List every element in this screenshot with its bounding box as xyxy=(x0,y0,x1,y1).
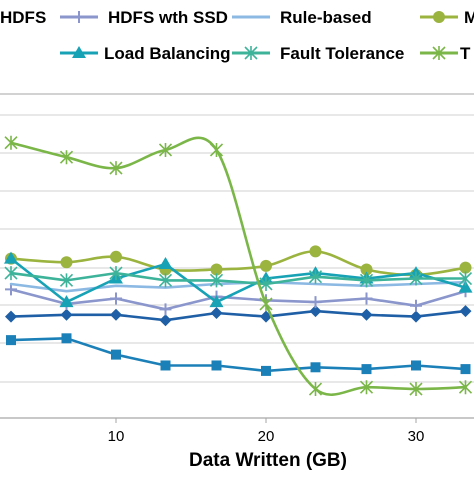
legend-item: M xyxy=(420,8,474,27)
data-point xyxy=(411,360,421,371)
data-point xyxy=(110,292,122,305)
data-point xyxy=(359,380,374,395)
data-point xyxy=(111,349,121,360)
legend-item: Rule-based xyxy=(232,8,372,27)
data-point xyxy=(5,310,17,323)
data-point xyxy=(361,364,372,375)
data-point xyxy=(109,161,123,176)
series-line xyxy=(9,288,467,311)
data-point xyxy=(309,296,322,309)
data-point xyxy=(59,273,74,288)
legend-swatch-marker xyxy=(72,46,86,58)
data-point xyxy=(360,292,373,305)
data-point xyxy=(410,299,422,312)
data-point xyxy=(309,305,322,318)
legend-label: HDFS wth SSD xyxy=(108,8,228,27)
data-point xyxy=(210,263,223,276)
data-point xyxy=(359,273,374,288)
data-point xyxy=(259,276,273,291)
series-line xyxy=(9,136,467,396)
data-point xyxy=(260,259,272,272)
data-point xyxy=(310,362,321,373)
series-6 xyxy=(6,333,471,376)
legend-item: HDFS xyxy=(0,8,46,27)
x-tick-label: 10 xyxy=(108,428,125,445)
series-line xyxy=(9,280,467,293)
data-point xyxy=(360,263,373,276)
legend-item: HDFS wth SSD xyxy=(60,8,228,27)
legend-swatch-marker xyxy=(244,46,258,60)
legend-swatch-marker xyxy=(432,46,446,60)
data-point xyxy=(458,280,473,293)
series-0 xyxy=(5,305,472,327)
series-7 xyxy=(4,135,473,397)
series-line xyxy=(9,250,467,277)
series-line xyxy=(9,257,467,304)
data-point xyxy=(4,251,18,264)
data-point xyxy=(458,271,473,286)
data-point xyxy=(209,295,224,308)
x-tick-label: 30 xyxy=(408,428,425,445)
data-point xyxy=(159,303,172,316)
x-tick-label: 20 xyxy=(258,428,275,445)
data-point xyxy=(308,382,323,397)
data-point xyxy=(110,308,122,321)
plot-series xyxy=(4,135,473,397)
data-point xyxy=(158,257,173,270)
legend: HDFS HDFS wth SSD Rule-based M Load Balancin… xyxy=(0,8,474,63)
data-point xyxy=(210,306,223,319)
data-point xyxy=(458,380,473,395)
data-point xyxy=(261,365,271,376)
data-point xyxy=(459,305,472,318)
data-point xyxy=(360,308,373,321)
x-axis-title: Data Written (GB) xyxy=(189,450,347,471)
data-point xyxy=(110,250,122,263)
data-point xyxy=(460,364,471,375)
data-point xyxy=(308,269,323,284)
series-line xyxy=(9,309,467,322)
data-point xyxy=(4,266,18,281)
legend-item: T xyxy=(420,44,471,63)
data-point xyxy=(209,142,224,157)
data-point xyxy=(211,360,222,371)
gridlines xyxy=(0,93,474,419)
data-point xyxy=(6,335,16,346)
legend-label: HDFS xyxy=(0,8,46,27)
data-point xyxy=(309,245,322,258)
legend-label: T xyxy=(460,44,471,63)
legend-label: Rule-based xyxy=(280,8,372,27)
data-point xyxy=(109,266,123,281)
legend-swatch-marker xyxy=(73,11,85,23)
data-point xyxy=(59,150,74,165)
legend-label: Load Balancing xyxy=(104,44,231,63)
series-2 xyxy=(9,280,467,293)
data-point xyxy=(259,296,273,311)
series-line xyxy=(9,271,467,286)
data-point xyxy=(409,382,423,397)
data-point xyxy=(4,135,18,150)
legend-swatch-marker xyxy=(433,11,445,23)
series-5 xyxy=(4,266,473,291)
legend-label: M xyxy=(464,8,474,27)
legend-item: Load Balancing xyxy=(60,44,231,63)
data-point xyxy=(59,295,74,308)
x-axis-ticks: 10 20 30 xyxy=(108,418,425,445)
data-point xyxy=(410,310,422,323)
data-point xyxy=(159,314,172,327)
data-point xyxy=(459,261,472,274)
legend-item: Fault Tolerance xyxy=(232,44,404,63)
legend-label: Fault Tolerance xyxy=(280,44,404,63)
data-point xyxy=(409,271,423,286)
data-point xyxy=(60,256,73,269)
data-point xyxy=(158,142,173,157)
data-point xyxy=(160,360,171,371)
data-point xyxy=(61,333,72,344)
data-point xyxy=(60,308,73,321)
data-point xyxy=(5,283,17,296)
data-point xyxy=(158,273,173,288)
series-line xyxy=(9,337,467,373)
data-point xyxy=(209,273,224,288)
